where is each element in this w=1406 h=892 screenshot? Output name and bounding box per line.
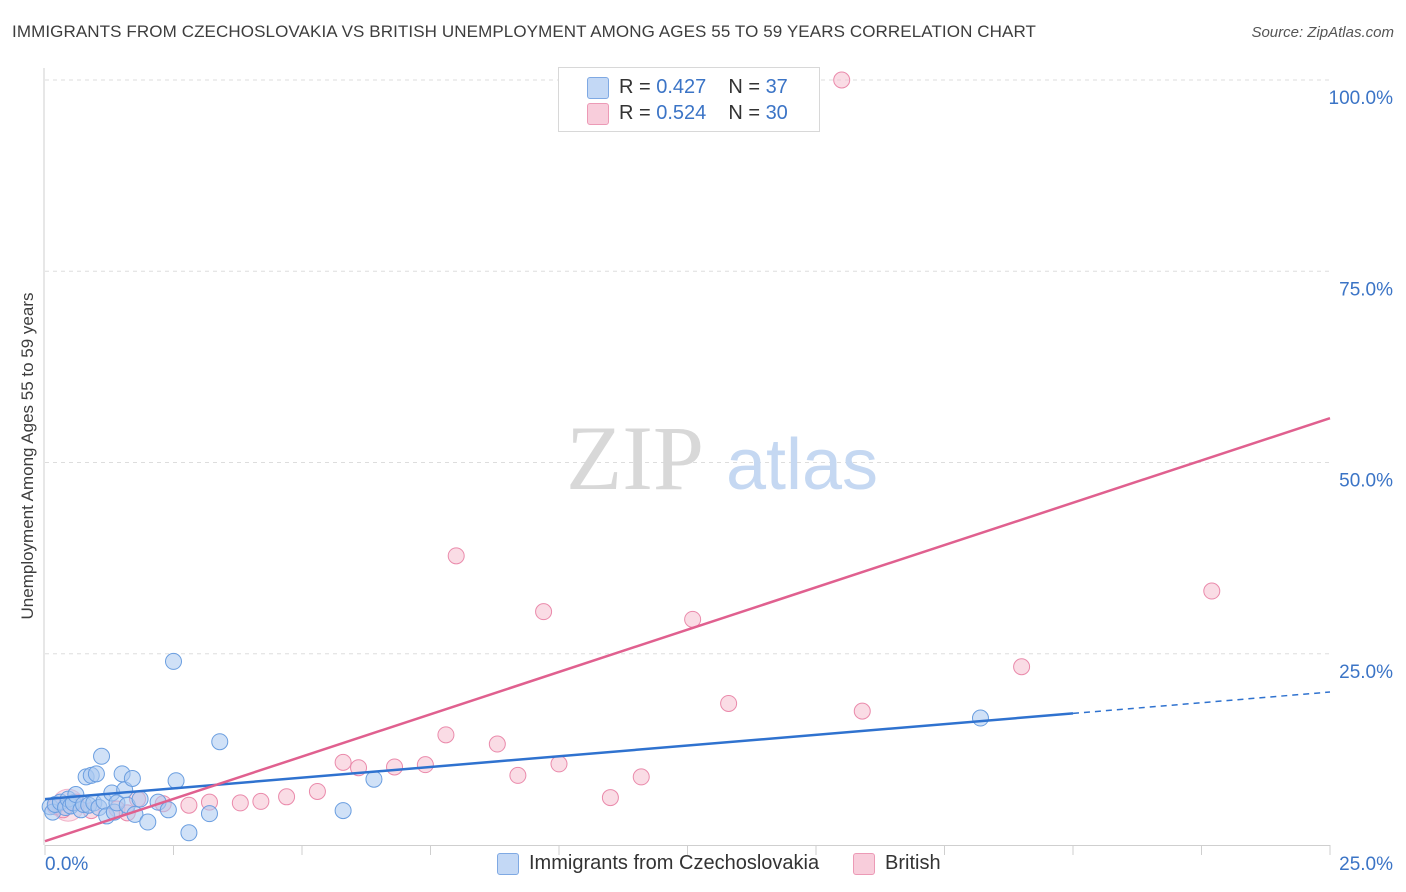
legend-n-label: N = bbox=[728, 76, 766, 98]
czechoslovakia-point bbox=[200, 805, 218, 823]
british-point bbox=[386, 758, 404, 776]
legend-text-czechoslovakia: R = 0.427 N = 37 bbox=[619, 76, 788, 99]
british-point bbox=[853, 702, 871, 720]
y-tick-label: 100.0% bbox=[1329, 88, 1394, 109]
y-tick-label: 50.0% bbox=[1339, 471, 1393, 492]
british-point bbox=[416, 756, 434, 774]
czechoslovakia-point bbox=[93, 747, 111, 765]
british-point bbox=[180, 796, 198, 814]
british-point bbox=[488, 735, 506, 753]
bottom-legend-label: Immigrants from Czechoslovakia bbox=[529, 852, 820, 874]
british-trendline bbox=[44, 416, 1331, 843]
czechoslovakia-point bbox=[159, 801, 177, 819]
british-point bbox=[720, 694, 738, 712]
points-layer bbox=[41, 71, 1221, 842]
czechoslovakia-point bbox=[971, 709, 989, 727]
british-point bbox=[308, 782, 326, 800]
british-point bbox=[632, 768, 650, 786]
legend-r-label: R = bbox=[619, 102, 657, 124]
y-tick-label: 75.0% bbox=[1339, 279, 1393, 300]
british-point bbox=[1013, 658, 1031, 676]
bottom-legend-swatch-blue bbox=[497, 853, 519, 875]
british-point bbox=[334, 753, 352, 771]
czechoslovakia-point bbox=[131, 790, 149, 808]
tick-label-layer: 25.0% 50.0% 75.0% 100.0% 0.0% 25.0% bbox=[45, 88, 1393, 875]
british-point bbox=[833, 71, 851, 89]
legend-text-british: R = 0.524 N = 30 bbox=[619, 102, 788, 125]
british-point bbox=[535, 603, 553, 621]
bottom-legend-label: British bbox=[885, 852, 941, 874]
british-point bbox=[509, 766, 527, 784]
legend-n-value: 37 bbox=[765, 76, 788, 98]
chart-title: IMMIGRANTS FROM CZECHOSLOVAKIA VS BRITIS… bbox=[12, 22, 1037, 41]
british-point bbox=[437, 726, 455, 744]
czechoslovakia-point bbox=[365, 770, 383, 788]
british-point bbox=[1203, 582, 1221, 600]
chart-source: Source: ZipAtlas.com bbox=[1251, 24, 1394, 41]
x-tick-label: 0.0% bbox=[45, 854, 88, 875]
british-point bbox=[252, 792, 270, 810]
legend-n-value: 30 bbox=[765, 102, 788, 124]
legend-r-value: 0.427 bbox=[656, 76, 707, 98]
czechoslovakia-point bbox=[211, 733, 229, 751]
british-point bbox=[447, 547, 465, 565]
legend-n-label: N = bbox=[728, 102, 766, 124]
czechoslovakia-trendline-extension bbox=[1072, 691, 1331, 715]
bottom-legend-swatch-pink bbox=[853, 853, 875, 875]
british-point bbox=[231, 794, 249, 812]
y-tick-label: 25.0% bbox=[1339, 662, 1393, 683]
british-point bbox=[550, 755, 568, 773]
czechoslovakia-trendline bbox=[44, 712, 1074, 801]
watermark: ZIP atlas bbox=[566, 407, 878, 509]
legend-swatch-blue bbox=[587, 77, 609, 99]
czechoslovakia-point bbox=[180, 824, 198, 842]
y-axis-title: Unemployment Among Ages 55 to 59 years bbox=[18, 292, 37, 620]
legend-r-label: R = bbox=[619, 76, 657, 98]
legend-r-value: 0.524 bbox=[656, 102, 707, 124]
correlation-legend: R = 0.427 N = 37 R = 0.524 N = 30 bbox=[558, 67, 820, 132]
british-point bbox=[278, 788, 296, 806]
czechoslovakia-point bbox=[139, 813, 157, 831]
czechoslovakia-point bbox=[167, 772, 185, 790]
legend-swatch-pink bbox=[587, 103, 609, 125]
czechoslovakia-point bbox=[334, 802, 352, 820]
trend-layer bbox=[44, 416, 1331, 843]
czechoslovakia-point bbox=[123, 769, 141, 787]
watermark-atlas: atlas bbox=[726, 425, 878, 505]
czechoslovakia-point bbox=[165, 652, 182, 670]
watermark-zip: ZIP bbox=[566, 407, 704, 509]
british-point bbox=[601, 789, 619, 807]
axis-layer bbox=[43, 68, 1331, 855]
czechoslovakia-point bbox=[87, 765, 105, 783]
x-tick-label: 25.0% bbox=[1339, 854, 1393, 875]
